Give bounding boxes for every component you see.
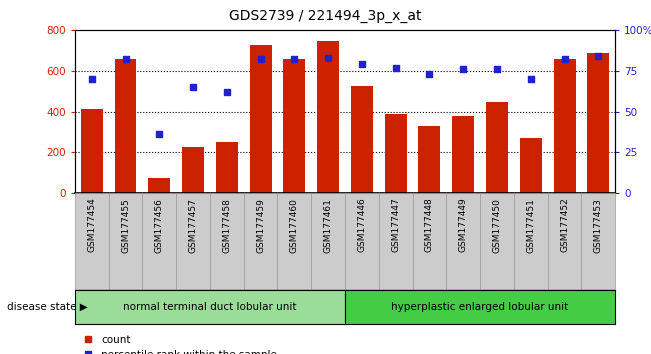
Text: GSM177447: GSM177447 (391, 198, 400, 252)
Point (154, 131, 165, 137)
Point (221, 89, 232, 95)
Bar (345, 193, 379, 289)
Text: GSM177458: GSM177458 (223, 198, 231, 253)
Point (492, 66, 502, 72)
Text: GDS2739 / 221494_3p_x_at: GDS2739 / 221494_3p_x_at (229, 9, 422, 23)
Point (87, 76, 97, 82)
Bar (587, 53, 609, 193)
Bar (547, 193, 581, 289)
Text: GSM177450: GSM177450 (493, 198, 501, 253)
Bar (379, 193, 413, 289)
Bar (216, 142, 238, 193)
Text: disease state ▶: disease state ▶ (7, 302, 87, 312)
Bar (176, 193, 210, 289)
Text: GSM177459: GSM177459 (256, 198, 265, 253)
Bar (115, 58, 137, 193)
Text: GSM177455: GSM177455 (121, 198, 130, 253)
Bar (351, 86, 373, 193)
Bar (283, 58, 305, 193)
Bar (243, 193, 277, 289)
Text: GSM177453: GSM177453 (594, 198, 603, 253)
Bar (553, 58, 575, 193)
Bar (143, 193, 176, 289)
Bar (210, 193, 243, 289)
Bar (480, 193, 514, 289)
Legend: count, percentile rank within the sample: count, percentile rank within the sample (80, 331, 281, 354)
Text: hyperplastic enlarged lobular unit: hyperplastic enlarged lobular unit (391, 302, 569, 312)
Point (593, 53, 603, 59)
Bar (277, 193, 311, 289)
Text: GSM177448: GSM177448 (425, 198, 434, 252)
Bar (419, 126, 441, 193)
Point (559, 57, 570, 62)
Bar (447, 193, 480, 289)
Bar (452, 115, 474, 193)
Point (357, 62, 367, 67)
Bar (75, 193, 109, 289)
Bar (317, 41, 339, 193)
Bar (413, 193, 447, 289)
Bar (486, 102, 508, 193)
Text: GSM177446: GSM177446 (357, 198, 367, 252)
Bar (519, 138, 542, 193)
Text: GSM177460: GSM177460 (290, 198, 299, 253)
Point (458, 66, 469, 72)
Point (289, 57, 299, 62)
Bar (514, 193, 547, 289)
Bar (249, 45, 271, 193)
Point (391, 65, 401, 70)
Text: GSM177452: GSM177452 (560, 198, 569, 252)
Point (424, 71, 435, 77)
Text: GSM177456: GSM177456 (155, 198, 164, 253)
Bar (311, 193, 345, 289)
Point (255, 57, 266, 62)
Point (323, 55, 333, 61)
Text: GSM177451: GSM177451 (526, 198, 535, 253)
Bar (109, 193, 143, 289)
Bar (182, 147, 204, 193)
Text: GSM177457: GSM177457 (189, 198, 197, 253)
Text: normal terminal duct lobular unit: normal terminal duct lobular unit (123, 302, 297, 312)
Point (188, 84, 199, 90)
Point (525, 76, 536, 82)
Bar (81, 109, 103, 193)
Bar (148, 178, 171, 193)
Point (120, 57, 131, 62)
Bar (385, 114, 407, 193)
Text: GSM177461: GSM177461 (324, 198, 333, 253)
Bar (581, 193, 615, 289)
Text: GSM177449: GSM177449 (459, 198, 467, 252)
Text: GSM177454: GSM177454 (87, 198, 96, 252)
